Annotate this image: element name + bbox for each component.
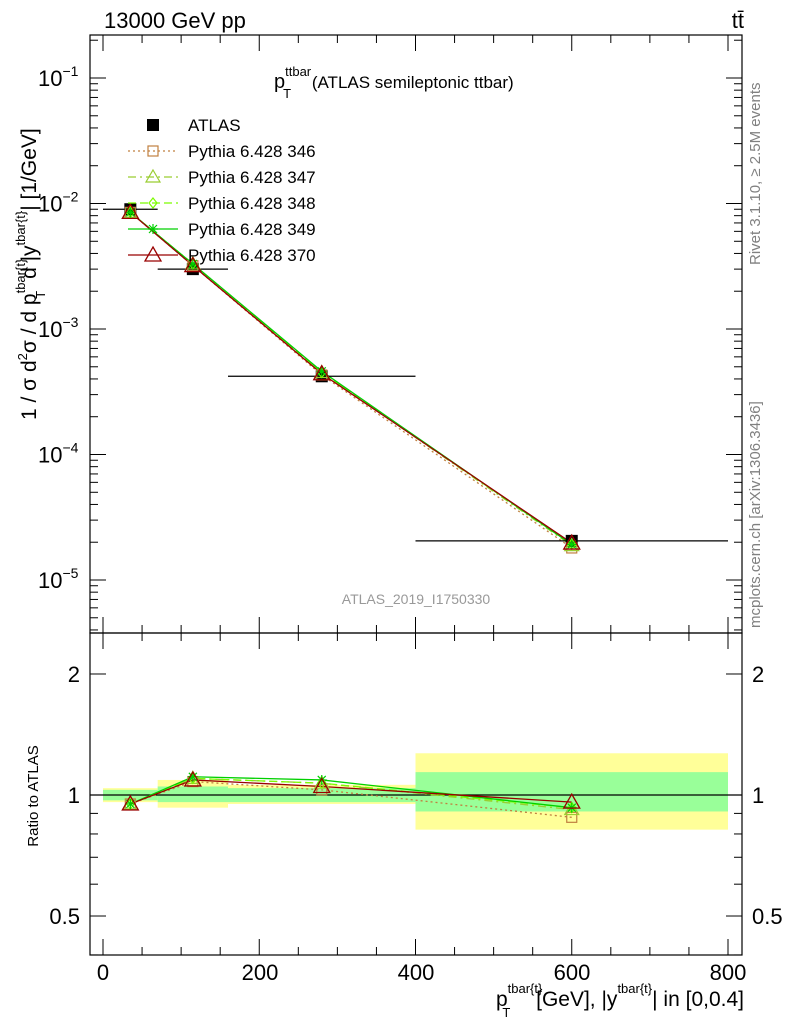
process-label: tt̄ bbox=[732, 8, 744, 33]
legend-marker-4 bbox=[148, 224, 158, 234]
y-tick-label-0: 10−5 bbox=[38, 565, 79, 593]
series-line-5 bbox=[129, 211, 573, 544]
x-tick-label-200: 200 bbox=[242, 960, 279, 985]
marker-5-3 bbox=[562, 533, 581, 550]
legend-marker-0 bbox=[147, 119, 159, 131]
plot-title: pttbar T (ATLAS semileptonic ttbar) bbox=[274, 64, 514, 101]
marker-4-1 bbox=[187, 258, 198, 269]
plot-title-main: p bbox=[274, 71, 285, 93]
ratio-tick-right-0.5: 0.5 bbox=[752, 904, 783, 929]
ratio-line-2 bbox=[130, 777, 572, 809]
legend-marker-1 bbox=[147, 145, 159, 157]
y-tick-label-4: 10−1 bbox=[38, 63, 79, 91]
legend-label-4: Pythia 6.428 349 bbox=[188, 220, 316, 239]
y-log-tick-labels: 10−5 10−4 10−3 10−2 10−1 bbox=[38, 63, 79, 593]
ratio-uncertainty-bands bbox=[103, 753, 728, 830]
legend-marker-3 bbox=[148, 197, 158, 209]
mcplots-label: mcplots.cern.ch [arXiv:1306.3436] bbox=[747, 401, 764, 628]
ratio-tick-right-2: 2 bbox=[752, 662, 764, 687]
marker-5-2 bbox=[312, 364, 331, 381]
y-tick-label-3: 10−2 bbox=[38, 189, 79, 217]
marker-5-1 bbox=[183, 256, 202, 273]
ratio-marker-4-0 bbox=[121, 794, 140, 811]
analysis-id: ATLAS_2019_I1750330 bbox=[342, 591, 491, 607]
ratio-marker-3-0 bbox=[125, 798, 136, 809]
ratio-marker-2-2 bbox=[316, 777, 327, 790]
rivet-label: Rivet 3.1.10, ≥ 2.5M events bbox=[747, 83, 764, 266]
ratio-tick-left-1: 1 bbox=[68, 783, 80, 808]
plot-title-sub: T bbox=[283, 86, 291, 101]
main-series-lines bbox=[129, 211, 573, 549]
ratio-marker-4-1 bbox=[183, 770, 202, 787]
ratio-marker-4-2 bbox=[312, 777, 331, 794]
legend-marker-5 bbox=[143, 245, 163, 262]
marker-4-3 bbox=[566, 539, 577, 550]
ratio-marker-2-3 bbox=[566, 801, 577, 814]
main-series-markers bbox=[103, 203, 728, 554]
legend-label-2: Pythia 6.428 347 bbox=[188, 168, 316, 187]
marker-4-2 bbox=[316, 366, 327, 377]
ratio-tick-left-0.5: 0.5 bbox=[49, 904, 80, 929]
y-axis-label-main: 1 / σ d2σ / d ptbar{t}T d |ytbar{t}| [1/… bbox=[13, 128, 48, 420]
ratio-tick-left-2: 2 bbox=[68, 662, 80, 687]
x-tick-label-0: 0 bbox=[97, 960, 109, 985]
legend-label-1: Pythia 6.428 346 bbox=[188, 142, 316, 161]
x-tick-label-800: 800 bbox=[710, 960, 747, 985]
ratio-series-lines bbox=[130, 776, 572, 818]
tick-labels: 0 200 400 600 800 0.5 1 2 0.5 1 2 bbox=[49, 662, 782, 985]
ratio-line-4 bbox=[130, 779, 572, 805]
legend-label-0: ATLAS bbox=[188, 116, 241, 135]
legend-label-3: Pythia 6.428 348 bbox=[188, 194, 316, 213]
x-tick-label-400: 400 bbox=[398, 960, 435, 985]
marker-5-0 bbox=[121, 203, 140, 220]
axis-ticks bbox=[90, 35, 742, 956]
legend: ATLAS Pythia 6.428 346 Pythia 6.428 347 Pyt… bbox=[128, 116, 316, 265]
ratio-tick-right-1: 1 bbox=[752, 783, 764, 808]
ratio-line-0 bbox=[130, 780, 572, 818]
ratio-series-markers bbox=[121, 770, 581, 823]
energy-label: 13000 GeV pp bbox=[104, 8, 246, 33]
marker-4-0 bbox=[125, 207, 136, 218]
y-axis-label-ratio: Ratio to ATLAS bbox=[25, 745, 42, 846]
y-tick-label-1: 10−4 bbox=[38, 440, 79, 468]
ratio-marker-4-3 bbox=[562, 792, 581, 809]
legend-label-5: Pythia 6.428 370 bbox=[188, 246, 316, 265]
x-axis-label: ptbar{t} T [GeV], |ytbar{t}| in [0,0.4] bbox=[496, 981, 744, 1020]
band-inner-1 bbox=[157, 786, 228, 803]
ratio-marker-3-1 bbox=[187, 771, 198, 782]
marker-3-0 bbox=[125, 206, 136, 219]
legend-marker-2 bbox=[144, 168, 162, 183]
x-tick-label-600: 600 bbox=[554, 960, 591, 985]
plot-title-rest: (ATLAS semileptonic ttbar) bbox=[307, 73, 514, 92]
ratio-marker-3-2 bbox=[316, 774, 327, 785]
plot-title-sup: ttbar bbox=[285, 64, 312, 79]
y-tick-label-2: 10−3 bbox=[38, 314, 79, 342]
